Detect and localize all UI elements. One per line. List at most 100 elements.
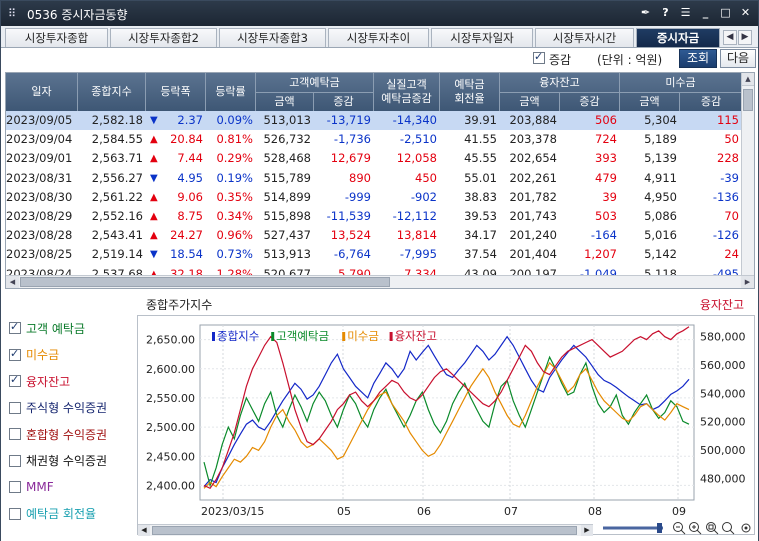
cell-date: 2023/09/01 bbox=[6, 151, 73, 166]
pin-icon[interactable]: ✒ bbox=[640, 6, 651, 19]
table-row[interactable]: 2023/08/31 2,556.27 4.95 0.19% 515,789 890 450… bbox=[6, 169, 742, 188]
table-row[interactable]: 2023/08/25 2,519.14 18.54 0.73% 513,913 -6,76… bbox=[6, 245, 742, 264]
cell-date: 2023/08/29 bbox=[6, 209, 73, 223]
series-toggle-3[interactable]: 주식형 수익증권 bbox=[9, 395, 134, 422]
x-tick: 05 bbox=[337, 505, 351, 518]
help-icon[interactable]: ? bbox=[662, 6, 669, 19]
series-toggle-2[interactable]: 융자잔고 bbox=[9, 368, 134, 395]
maximize-icon[interactable]: □ bbox=[720, 6, 731, 19]
series-toggle-0[interactable]: 고객 예탁금 bbox=[9, 315, 134, 342]
y-left-tick: 2,400.00 bbox=[146, 479, 195, 492]
legend-swatch bbox=[212, 332, 215, 341]
tab-next-arrow-icon[interactable]: ▶ bbox=[738, 30, 752, 45]
table-row[interactable]: 2023/09/01 2,563.71 7.44 0.29% 528,468 12,679… bbox=[6, 149, 742, 168]
tab-market-summary[interactable]: 시장투자종합 bbox=[5, 28, 108, 47]
table-row[interactable]: 2023/09/05 2,582.18 2.37 0.09% 513,013 -13,71… bbox=[6, 111, 742, 131]
search-button[interactable]: 조회 bbox=[679, 49, 717, 68]
table-horizontal-scrollbar[interactable]: ◀ ▶ bbox=[6, 275, 754, 288]
table-row[interactable]: 2023/08/30 2,561.22 9.06 0.35% 514,899 -999 -9… bbox=[6, 188, 742, 207]
change-checkbox[interactable] bbox=[533, 50, 545, 64]
cell-change: 2.37 bbox=[177, 113, 203, 127]
tab-prev-arrow-icon[interactable]: ◀ bbox=[723, 30, 737, 45]
col-turnover: 예탁금 회전율 bbox=[440, 73, 500, 111]
scroll-up-icon[interactable]: ▲ bbox=[742, 73, 754, 86]
table-scroll-thumb[interactable] bbox=[743, 89, 753, 111]
cell-rate: 0.73% bbox=[216, 247, 253, 262]
cell-dep: 513,013 bbox=[263, 113, 311, 127]
tab-market-trend[interactable]: 시장투자추이 bbox=[328, 28, 429, 47]
down-arrow-icon: ▼ bbox=[150, 115, 158, 126]
cell-mi: 5,304 bbox=[644, 113, 677, 127]
cell-depd: -11,539 bbox=[326, 209, 371, 223]
cell-mid: 228 bbox=[717, 151, 739, 166]
table-vertical-scrollbar[interactable]: ▲ bbox=[741, 73, 754, 276]
x-tick: 2023/03/15 bbox=[201, 505, 264, 518]
col-deposit-delta: 증감 bbox=[314, 92, 374, 111]
up-arrow-icon: ▲ bbox=[150, 265, 158, 284]
series-toggle-1[interactable]: 미수금 bbox=[9, 342, 134, 369]
table-row[interactable]: 2023/08/28 2,543.41 24.27 0.96% 527,437 13,52… bbox=[6, 226, 742, 245]
tab-stock-funds[interactable]: 증시자금 bbox=[636, 28, 720, 47]
minimize-icon[interactable]: _ bbox=[702, 6, 709, 19]
zoom-reset-icon[interactable] bbox=[722, 522, 735, 535]
scroll-left-icon[interactable]: ◀ bbox=[6, 276, 19, 288]
window-menu-icon[interactable]: ⠿ bbox=[8, 7, 17, 20]
series-checkbox[interactable] bbox=[9, 401, 21, 414]
chart-scrollbar[interactable]: ◀ ▶ bbox=[138, 524, 593, 536]
x-tick: 08 bbox=[588, 505, 602, 518]
col-rate: 등락률 bbox=[206, 73, 256, 111]
cell-turn: 39.91 bbox=[464, 113, 497, 127]
cell-cr: 201,782 bbox=[509, 189, 557, 204]
close-icon[interactable]: ✕ bbox=[740, 6, 751, 19]
series-checkbox[interactable] bbox=[9, 481, 21, 494]
cell-rate: 0.19% bbox=[216, 170, 253, 185]
zoom-slider-handle[interactable] bbox=[657, 523, 662, 533]
zoom-in-icon[interactable] bbox=[689, 522, 702, 535]
y-right-tick: 560,000 bbox=[700, 359, 746, 372]
scroll-right-icon[interactable]: ▶ bbox=[741, 276, 754, 288]
chart-scroll-thumb[interactable] bbox=[152, 526, 577, 535]
series-label: 예탁금 회전율 bbox=[26, 507, 97, 522]
unit-label: (단위 : 억원) bbox=[597, 53, 663, 67]
tab-market-summary-3[interactable]: 시장투자종합3 bbox=[219, 28, 326, 47]
series-checkbox[interactable] bbox=[9, 507, 21, 520]
chart-settings-icon[interactable] bbox=[741, 523, 751, 533]
chart-scroll-left-icon[interactable]: ◀ bbox=[138, 525, 150, 536]
series-checkbox[interactable] bbox=[9, 373, 21, 388]
window-title: 0536 증시자금동향 bbox=[27, 8, 128, 22]
table-header: 일자 종합지수 등락폭 등락률 고객예탁금 금액 증감 실질고객 예탁금증감 예… bbox=[6, 73, 742, 111]
chart-scroll-right-icon[interactable]: ▶ bbox=[581, 525, 593, 536]
settings-icon[interactable]: ☰ bbox=[680, 6, 691, 19]
tab-market-daily[interactable]: 시장투자일자 bbox=[431, 28, 533, 47]
cell-cr: 201,743 bbox=[509, 209, 557, 223]
up-arrow-icon: ▲ bbox=[150, 153, 158, 165]
table-hscroll-thumb[interactable] bbox=[20, 277, 390, 287]
tab-market-summary-2[interactable]: 시장투자종합2 bbox=[110, 28, 217, 47]
table-row[interactable]: 2023/09/04 2,584.55 20.84 0.81% 526,732 -1,73… bbox=[6, 130, 742, 149]
zoom-fit-icon[interactable] bbox=[706, 522, 719, 535]
cell-real: -14,340 bbox=[392, 113, 437, 127]
cell-cr: 202,654 bbox=[509, 151, 557, 166]
cell-crd: 503 bbox=[595, 209, 617, 223]
cell-turn: 55.01 bbox=[464, 170, 497, 185]
series-toggle-7[interactable]: 예탁금 회전율 bbox=[9, 501, 134, 528]
series-toggle-4[interactable]: 혼합형 수익증권 bbox=[9, 421, 134, 448]
series-checkbox[interactable] bbox=[9, 454, 21, 467]
series-checkbox[interactable] bbox=[9, 428, 21, 441]
cell-dep: 515,898 bbox=[263, 209, 311, 223]
next-button[interactable]: 다음 bbox=[720, 49, 756, 68]
cell-turn: 45.55 bbox=[464, 151, 497, 166]
series-toggle-5[interactable]: 채권형 수익증권 bbox=[9, 448, 134, 475]
series-checkbox[interactable] bbox=[9, 320, 21, 335]
tab-market-time[interactable]: 시장투자시간 bbox=[535, 28, 634, 47]
table-row[interactable]: 2023/08/29 2,552.16 8.75 0.34% 515,898 -11,53… bbox=[6, 207, 742, 226]
col-date: 일자 bbox=[6, 73, 78, 111]
series-checkbox[interactable] bbox=[9, 347, 21, 361]
series-toggle-6[interactable]: MMF bbox=[9, 474, 134, 501]
zoom-out-icon[interactable] bbox=[673, 522, 686, 535]
cell-date: 2023/08/28 bbox=[6, 228, 73, 243]
cell-real: -7,995 bbox=[399, 247, 437, 262]
cell-depd: -1,736 bbox=[333, 132, 371, 147]
